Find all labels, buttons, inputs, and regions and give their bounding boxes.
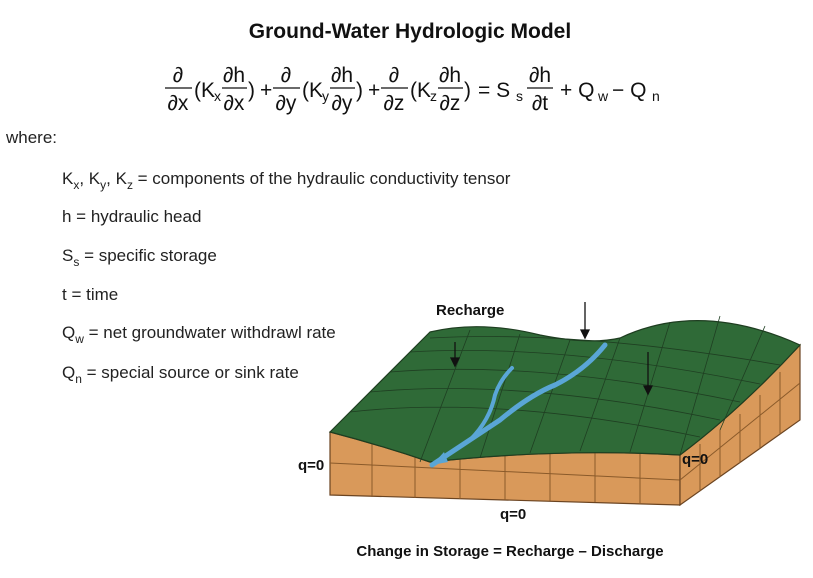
def-part: , K: [106, 169, 127, 188]
definition: Qn = special source or sink rate: [62, 363, 299, 386]
def-sub: n: [75, 372, 82, 386]
definition: Ss = specific storage: [62, 246, 217, 269]
boundary-label: q=0: [500, 506, 526, 523]
eq-token: ): [248, 79, 255, 102]
eq-token: w: [597, 88, 609, 104]
def-part: t = time: [62, 285, 118, 304]
eq-token: ∂z: [384, 92, 405, 115]
definitions: Kx, Ky, Kz = components of the hydraulic…: [62, 169, 511, 386]
eq-token: − Q: [612, 79, 646, 102]
eq-token: ∂h: [331, 64, 353, 87]
boundary-label: q=0: [298, 457, 324, 474]
eq-token: ∂x: [168, 92, 189, 115]
eq-token: + Q: [560, 79, 594, 102]
eq-token: ∂h: [529, 64, 551, 87]
eq-token: ∂: [389, 64, 399, 87]
eq-token: = S: [478, 79, 510, 102]
arrowhead: [579, 329, 591, 340]
eq-token: ∂: [281, 64, 291, 87]
eq-token: ∂t: [532, 92, 548, 115]
def-part: h = hydraulic head: [62, 207, 201, 226]
river-outlet: [432, 452, 448, 465]
eq-token: ∂z: [440, 92, 461, 115]
eq-token: n: [652, 88, 660, 104]
definition: Kx, Ky, Kz = components of the hydraulic…: [62, 169, 511, 192]
eq-token: ∂y: [276, 92, 297, 115]
definition: Qw = net groundwater withdrawl rate: [62, 323, 336, 346]
eq-token: z: [430, 88, 437, 104]
def-sub: y: [100, 178, 106, 192]
aquifer-block: [328, 302, 802, 507]
eq-token: +: [368, 79, 380, 102]
eq-token: (K: [410, 79, 431, 102]
def-part: = net groundwater withdrawl rate: [84, 323, 336, 342]
def-sub: z: [127, 178, 133, 192]
def-part: K: [62, 169, 74, 188]
recharge-label: Recharge: [436, 302, 504, 319]
where-label: where:: [5, 128, 57, 147]
def-sub: x: [73, 178, 79, 192]
eq-token: s: [516, 88, 523, 104]
eq-token: ∂x: [224, 92, 245, 115]
def-sub: s: [73, 255, 79, 269]
arrowhead: [642, 385, 654, 396]
eq-token: ∂h: [223, 64, 245, 87]
boundary-label: q=0: [682, 451, 708, 468]
tributary: [468, 366, 514, 442]
def-part: Q: [62, 323, 75, 342]
caption: Change in Storage = Recharge – Discharge: [356, 543, 663, 560]
eq-token: (K: [194, 79, 215, 102]
river: [429, 342, 608, 468]
def-sub: w: [74, 332, 84, 346]
def-part: = components of the hydraulic conductivi…: [133, 169, 511, 188]
eq-token: (K: [302, 79, 323, 102]
eq-token: ∂y: [332, 92, 353, 115]
def-part: = specific storage: [79, 246, 217, 265]
eq-token: x: [214, 88, 221, 104]
eq-token: ): [356, 79, 363, 102]
def-part: S: [62, 246, 73, 265]
def-part: = special source or sink rate: [82, 363, 299, 382]
recharge-arrows: [449, 302, 654, 396]
definition: t = time: [62, 285, 118, 304]
eq-token: y: [322, 88, 329, 104]
definition: h = hydraulic head: [62, 207, 201, 226]
def-part: Q: [62, 363, 75, 382]
eq-token: ∂h: [439, 64, 461, 87]
right-grid: [679, 372, 801, 491]
eq-token: +: [260, 79, 272, 102]
def-part: , K: [79, 169, 100, 188]
title: Ground-Water Hydrologic Model: [249, 20, 571, 43]
eq-token: ): [464, 79, 471, 102]
arrowhead: [449, 357, 461, 368]
eq-token: ∂: [173, 64, 183, 87]
equation: ∂ ∂x (K x ∂h ∂x ) + ∂ ∂y (K y ∂h ∂y ) + …: [165, 64, 660, 115]
front-grid: [329, 440, 681, 504]
